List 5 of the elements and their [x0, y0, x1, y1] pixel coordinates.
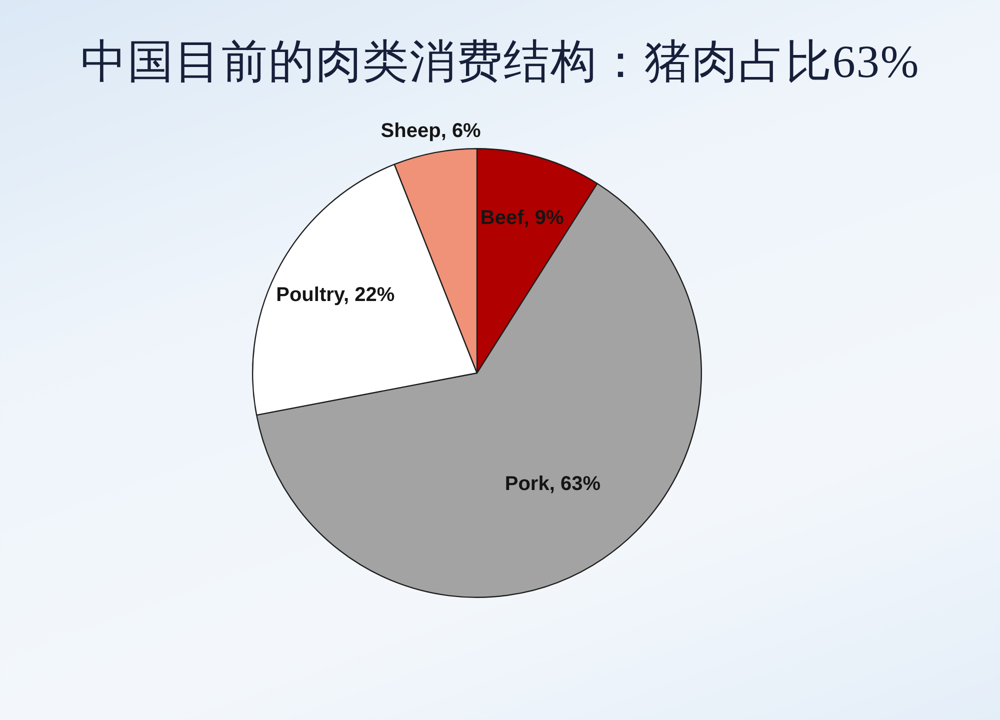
chart-title: 中国目前的肉类消费结构：猪肉占比63% — [79, 35, 921, 89]
slice-label: Beef, 9% — [480, 206, 564, 230]
slice-label: Pork, 63% — [504, 472, 600, 496]
slice-label: Sheep, 6% — [380, 118, 481, 143]
slice-label: Poultry, 22% — [276, 283, 395, 308]
